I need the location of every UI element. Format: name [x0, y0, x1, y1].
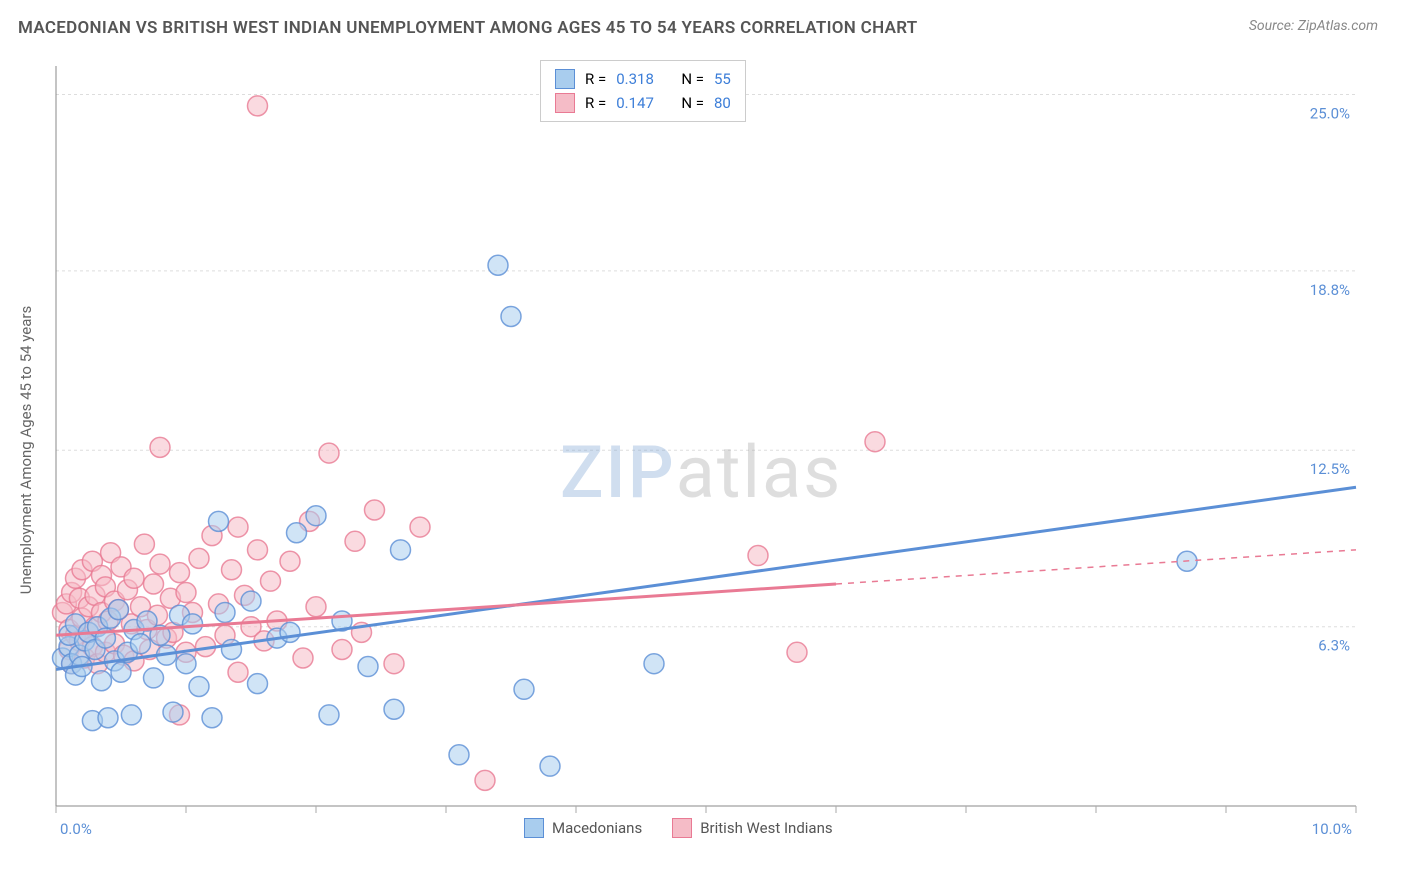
swatch-macedonians-icon [524, 818, 544, 838]
legend-label-macedonians: Macedonians [552, 819, 642, 837]
source-label: Source: ZipAtlas.com [1249, 18, 1378, 34]
r-label: R = [585, 94, 606, 112]
svg-text:25.0%: 25.0% [1310, 104, 1350, 122]
swatch-macedonians-icon [555, 69, 575, 89]
svg-text:18.8%: 18.8% [1310, 281, 1350, 299]
n-value-bwi: 80 [714, 94, 731, 112]
scatter-chart: 6.3% 12.5% 18.8% 25.0% 0.0% 10.0% [50, 60, 1376, 846]
r-value-macedonians: 0.318 [616, 70, 654, 88]
svg-text:6.3%: 6.3% [1318, 637, 1350, 655]
legend-stats-row-1: R = 0.318 N = 55 [555, 67, 731, 91]
legend-label-bwi: British West Indians [700, 819, 832, 837]
legend-stats-row-2: R = 0.147 N = 80 [555, 91, 731, 115]
n-label: N = [681, 94, 704, 112]
chart-container: Unemployment Among Ages 45 to 54 years 6… [50, 60, 1380, 840]
svg-text:10.0%: 10.0% [1312, 820, 1352, 838]
svg-text:0.0%: 0.0% [60, 820, 92, 838]
r-value-bwi: 0.147 [616, 94, 654, 112]
r-label: R = [585, 70, 606, 88]
n-value-macedonians: 55 [714, 70, 731, 88]
svg-text:12.5%: 12.5% [1310, 460, 1350, 478]
legend-series: Macedonians British West Indians [524, 818, 833, 838]
chart-title: MACEDONIAN VS BRITISH WEST INDIAN UNEMPL… [18, 18, 918, 38]
legend-item-macedonians: Macedonians [524, 818, 642, 838]
swatch-bwi-icon [555, 93, 575, 113]
swatch-bwi-icon [672, 818, 692, 838]
legend-item-bwi: British West Indians [672, 818, 832, 838]
y-axis-label: Unemployment Among Ages 45 to 54 years [17, 306, 35, 594]
legend-stats: R = 0.318 N = 55 R = 0.147 N = 80 [540, 60, 746, 122]
n-label: N = [681, 70, 704, 88]
